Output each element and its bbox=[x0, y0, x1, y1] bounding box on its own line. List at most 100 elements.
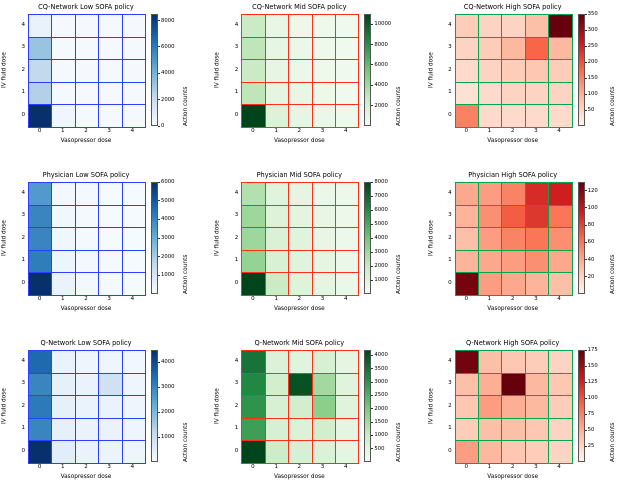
heatmap-panel-5: Physician High SOFA policy IV fluid dose 0… bbox=[427, 168, 640, 336]
heatmap-cell-x1-y3 bbox=[52, 37, 75, 60]
heatmap-cell-x0-y1 bbox=[29, 418, 52, 441]
x-tick-label: 1 bbox=[61, 464, 65, 470]
heatmap-cell-x3-y4 bbox=[99, 15, 122, 37]
heatmap-cell-x3-y4 bbox=[312, 183, 335, 205]
x-axis-label: Vasopressor dose bbox=[60, 306, 112, 312]
heatmap-cell-x3-y3 bbox=[525, 205, 549, 228]
colorbar-tick-label: 3000 bbox=[161, 235, 175, 241]
y-tick-label: 4 bbox=[234, 22, 239, 28]
colorbar-tick-mark bbox=[584, 259, 587, 261]
heatmap-cell-x0-y1 bbox=[455, 82, 479, 105]
heatmap-cell-x3-y0 bbox=[525, 273, 549, 295]
colorbar bbox=[577, 350, 585, 462]
heatmap-panel-2: CQ-Network High SOFA policy IV fluid dose… bbox=[427, 0, 640, 168]
y-tick-label: 2 bbox=[21, 402, 25, 409]
colorbar-tick-mark bbox=[371, 434, 374, 436]
heatmap-cell-x2-y2 bbox=[502, 396, 525, 418]
y-tick-label: 4 bbox=[21, 190, 25, 196]
heatmap-cell-x1-y2 bbox=[479, 228, 502, 250]
heatmap-cell-x1-y1 bbox=[479, 250, 502, 273]
heatmap-cell-x0-y4 bbox=[242, 183, 265, 205]
colorbar-tick-label: 4000 bbox=[161, 70, 175, 77]
heatmap-cell-x4-y3 bbox=[335, 373, 359, 396]
x-tick-label: 2 bbox=[510, 296, 515, 302]
heatmap-cell-x0-y1 bbox=[455, 418, 479, 441]
heatmap-cell-x3-y2 bbox=[525, 228, 549, 250]
x-tick-label: 2 bbox=[510, 464, 515, 470]
colorbar-tick-label: 4000 bbox=[374, 235, 388, 241]
x-axis-label: Vasopressor dose bbox=[487, 138, 539, 144]
x-tick-label: 2 bbox=[84, 464, 88, 470]
heatmap-cell-x3-y1 bbox=[99, 250, 122, 273]
heatmap-cell-x3-y4 bbox=[99, 183, 122, 205]
heatmap-cell-x4-y0 bbox=[335, 105, 359, 127]
heatmap-cell-x1-y0 bbox=[479, 441, 502, 463]
x-tick-label: 1 bbox=[61, 296, 65, 302]
heatmap-cell-x3-y4 bbox=[312, 351, 335, 373]
y-tick-label: 2 bbox=[234, 402, 239, 409]
colorbar-tick-mark bbox=[158, 20, 160, 22]
heatmap-cell-x3-y1 bbox=[99, 418, 122, 441]
heatmap-cell-x1-y1 bbox=[265, 250, 289, 273]
heatmap-cell-x1-y4 bbox=[479, 183, 502, 205]
heatmap-cell-x2-y0 bbox=[289, 105, 312, 127]
colorbar-tick-mark bbox=[371, 105, 374, 107]
heatmap-cell-x4-y0 bbox=[335, 441, 359, 463]
heatmap-cell-x2-y0 bbox=[75, 273, 99, 295]
heatmap-cell-x3-y4 bbox=[99, 351, 122, 373]
heatmap-cell-x2-y1 bbox=[502, 82, 525, 105]
panel-title: Physician Low SOFA policy bbox=[42, 171, 130, 179]
y-axis-label: IV fluid dose bbox=[214, 220, 221, 256]
heatmap-cell-x0-y4 bbox=[242, 351, 265, 373]
colorbar-tick-mark bbox=[584, 77, 587, 79]
heatmap-cell-x1-y0 bbox=[265, 105, 289, 127]
x-tick-label: 3 bbox=[107, 128, 111, 134]
heatmap-grid bbox=[454, 182, 573, 296]
heatmap-cell-x4-y4 bbox=[335, 351, 359, 373]
colorbar-tick-mark bbox=[371, 223, 374, 225]
heatmap-cell-x2-y0 bbox=[75, 441, 99, 463]
x-tick-label: 4 bbox=[130, 464, 135, 470]
colorbar-tick-mark bbox=[584, 61, 587, 63]
heatmap-cell-x1-y4 bbox=[265, 351, 289, 373]
colorbar-tick-label: 7000 bbox=[374, 193, 388, 199]
x-axis-label: Vasopressor dose bbox=[60, 138, 112, 144]
heatmap-cell-x3-y4 bbox=[525, 15, 549, 37]
y-tick-label: 0 bbox=[448, 111, 452, 118]
x-tick-label: 2 bbox=[84, 296, 88, 302]
colorbar-tick-mark bbox=[371, 23, 374, 25]
colorbar-tick-mark bbox=[584, 349, 587, 351]
heatmap-cell-x1-y2 bbox=[479, 60, 502, 82]
x-tick-label: 2 bbox=[510, 128, 515, 134]
colorbar-tick-mark bbox=[158, 386, 160, 388]
colorbar bbox=[151, 14, 158, 126]
heatmap-cell-x2-y1 bbox=[289, 418, 312, 441]
y-tick-label: 0 bbox=[448, 447, 452, 454]
colorbar-tick-label: 6000 bbox=[374, 207, 388, 213]
heatmap-cell-x0-y1 bbox=[29, 250, 52, 273]
heatmap-cell-x3-y1 bbox=[525, 250, 549, 273]
y-tick-label: 2 bbox=[234, 66, 239, 73]
heatmap-panel-1: CQ-Network Mid SOFA policy IV fluid dose 0… bbox=[213, 0, 426, 168]
heatmap-cell-x4-y0 bbox=[549, 441, 572, 463]
colorbar-tick-label: 8000 bbox=[374, 41, 388, 48]
colorbar-tick-label: 25 bbox=[587, 443, 595, 449]
y-tick-label: 0 bbox=[21, 111, 25, 118]
colorbar-tick-mark bbox=[158, 200, 160, 202]
y-tick-label: 2 bbox=[21, 66, 25, 73]
y-tick-label: 2 bbox=[448, 66, 452, 73]
y-axis-label: IV fluid dose bbox=[214, 52, 221, 88]
heatmap-cell-x0-y3 bbox=[455, 205, 479, 228]
y-axis-label: IV fluid dose bbox=[1, 388, 8, 424]
heatmap-cell-x2-y1 bbox=[75, 418, 99, 441]
heatmap-cell-x1-y4 bbox=[52, 351, 75, 373]
heatmap-cell-x4-y1 bbox=[335, 418, 359, 441]
heatmap-cell-x2-y2 bbox=[75, 396, 99, 418]
colorbar-label: Action counts bbox=[396, 254, 403, 294]
heatmap-cell-x2-y0 bbox=[502, 105, 525, 127]
heatmap-cell-x4-y4 bbox=[549, 15, 572, 37]
heatmap-cell-x1-y2 bbox=[52, 228, 75, 250]
heatmap-cell-x4-y2 bbox=[335, 228, 359, 250]
colorbar bbox=[151, 350, 158, 462]
